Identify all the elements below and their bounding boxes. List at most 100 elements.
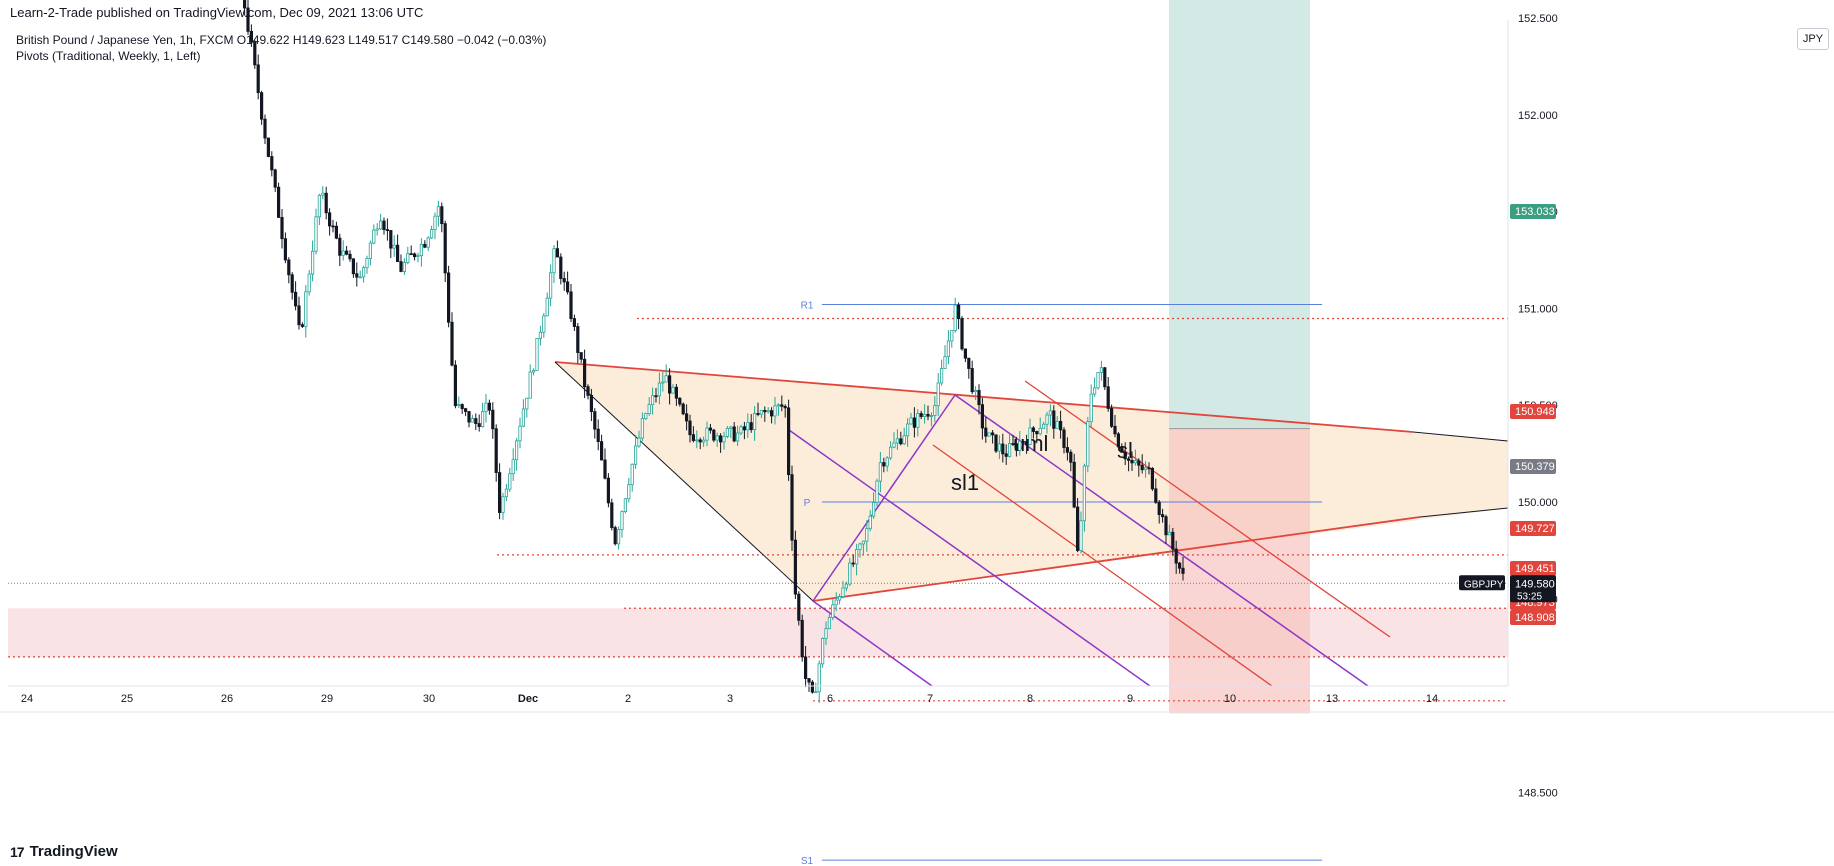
candle-body: [1001, 443, 1005, 455]
candle-body: [984, 427, 988, 437]
candle-body: [1181, 567, 1185, 574]
candle-body: [882, 462, 886, 467]
candle-body: [929, 415, 934, 417]
candle-body: [899, 438, 903, 445]
candle-body: [685, 413, 689, 422]
candle-body: [559, 256, 563, 279]
x-tick-label: 6: [827, 693, 833, 705]
candle-body: [497, 472, 502, 513]
candle-body: [338, 237, 342, 256]
candle-body: [610, 502, 614, 528]
candle-body: [1025, 441, 1029, 445]
y-tick-label: 152.500: [1518, 13, 1558, 25]
candle-body: [1154, 488, 1158, 503]
candle-body: [1079, 520, 1083, 551]
candle-body: [814, 691, 818, 694]
candle-body: [746, 422, 750, 431]
candle-body: [1171, 531, 1175, 550]
candle-body: [331, 225, 335, 228]
indicator-legend[interactable]: Pivots (Traditional, Weekly, 1, Left): [16, 49, 201, 63]
candle-body: [1096, 372, 1100, 389]
candle-body: [1123, 451, 1127, 460]
candle-body: [1103, 367, 1107, 388]
candle-body: [987, 432, 991, 437]
brand-label: TradingView: [29, 843, 118, 860]
candle-body: [844, 583, 849, 589]
candle-body: [283, 238, 288, 261]
candle-body: [906, 423, 910, 437]
price-label-box: [1510, 204, 1556, 219]
candle-body: [865, 528, 869, 542]
published-caption: Learn-2-Trade published on TradingView.c…: [10, 5, 424, 20]
candle-body: [287, 259, 291, 276]
candle-body: [644, 413, 648, 419]
candle-body: [1045, 414, 1049, 425]
candle-body: [861, 540, 866, 545]
x-tick-label: 9: [1127, 693, 1133, 705]
candle-body: [290, 274, 294, 293]
candle-body: [249, 30, 253, 43]
candle-body: [1011, 443, 1015, 445]
candle-body: [399, 261, 403, 272]
candle-body: [783, 405, 787, 409]
candle-body: [372, 229, 376, 244]
candle-body: [810, 681, 815, 693]
candle-body: [630, 463, 634, 486]
x-tick-label: Dec: [518, 693, 538, 705]
candle-body: [1018, 440, 1022, 451]
candle-body: [705, 427, 709, 441]
candle-body: [940, 368, 944, 384]
candle-body: [446, 272, 451, 323]
sl1-channel-line: [932, 444, 1273, 687]
candle-body: [661, 381, 665, 384]
candle-body: [950, 330, 954, 342]
candle-body: [450, 321, 454, 366]
candle-body: [457, 404, 461, 407]
candle-body: [259, 92, 264, 120]
y-tick-label: 150.000: [1518, 497, 1558, 509]
candle-body: [572, 318, 577, 327]
x-tick-label: 24: [21, 693, 33, 705]
candle-body: [579, 352, 583, 360]
candle-body: [957, 304, 961, 320]
candle-body: [702, 439, 706, 443]
y-tick-label: 148.500: [1518, 787, 1558, 799]
candle-body: [855, 549, 859, 565]
candle-body: [600, 441, 604, 461]
candle-body: [1004, 453, 1008, 457]
candle-body: [759, 409, 764, 415]
candle-body: [967, 357, 971, 369]
currency-button[interactable]: JPY: [1797, 28, 1829, 50]
candle-body: [926, 414, 930, 417]
candle-body: [657, 382, 662, 397]
candle-body: [508, 473, 512, 490]
candle-body: [1150, 467, 1154, 490]
candle-body: [253, 41, 257, 66]
candle-body: [838, 596, 842, 601]
candle-body: [293, 291, 298, 307]
candle-body: [576, 326, 580, 353]
candle-body: [549, 272, 553, 299]
candle-body: [348, 253, 352, 260]
candle-body: [651, 395, 655, 406]
candle-body: [569, 291, 573, 319]
candle-body: [538, 331, 543, 339]
candle-body: [1052, 410, 1056, 429]
candle-body: [256, 64, 260, 94]
candle-body: [613, 527, 617, 545]
candle-body: [494, 428, 498, 473]
candle-body: [596, 428, 600, 442]
candle-body: [525, 397, 529, 410]
candle-body: [719, 435, 723, 443]
candle-body: [355, 273, 359, 278]
x-tick-label: 14: [1426, 693, 1438, 705]
tradingview-brand[interactable]: 17 TradingView: [10, 843, 118, 860]
candle-body: [300, 324, 305, 327]
candle-body: [593, 411, 597, 430]
y-tick-label: 151.000: [1518, 303, 1558, 315]
candle-body: [974, 390, 978, 393]
candle-body: [946, 340, 951, 358]
candle-body: [1072, 461, 1076, 508]
candle-body: [389, 230, 393, 249]
